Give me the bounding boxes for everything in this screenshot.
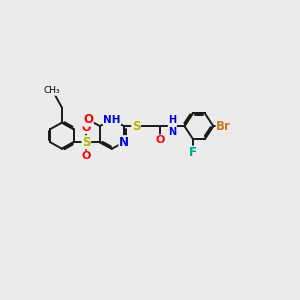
Text: Br: Br [216, 120, 231, 133]
Text: O: O [83, 113, 93, 126]
Text: O: O [82, 151, 91, 161]
Text: CH₃: CH₃ [44, 86, 61, 95]
Text: O: O [82, 123, 91, 134]
Text: NH: NH [103, 115, 121, 124]
Text: F: F [189, 146, 197, 159]
Text: S: S [82, 136, 91, 149]
Text: O: O [156, 135, 165, 145]
Text: H
N: H N [168, 115, 176, 137]
Text: S: S [132, 120, 140, 133]
Text: N: N [119, 136, 129, 149]
